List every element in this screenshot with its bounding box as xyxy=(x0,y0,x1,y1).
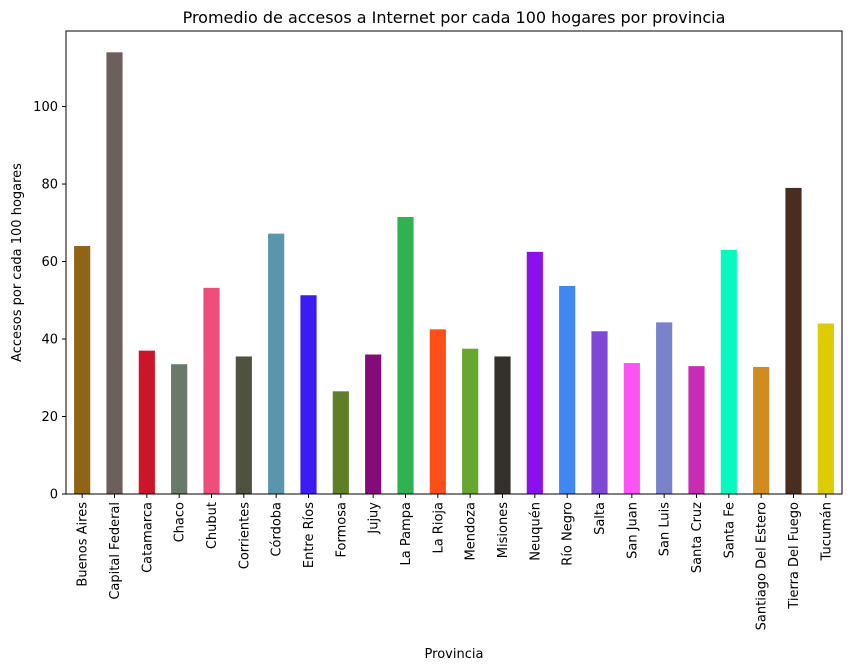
bar-salta xyxy=(591,331,608,494)
x-tick-label: Santiago Del Estero xyxy=(755,502,770,630)
x-tick-label: Entre Ríos xyxy=(302,502,317,568)
y-axis-title: Accesos por cada 100 hogares xyxy=(10,163,25,362)
bar-catamarca xyxy=(138,350,155,494)
bar-corrientes xyxy=(235,356,252,494)
x-tick-label: Santa Fe xyxy=(722,502,737,558)
chart-title: Promedio de accesos a Internet por cada … xyxy=(183,8,726,27)
bar-san-luis xyxy=(656,322,673,494)
x-tick-label: Córdoba xyxy=(270,502,285,557)
bar-santa-cruz xyxy=(688,366,705,494)
bar-mendoza xyxy=(462,348,479,494)
x-axis: Buenos Aires Capital Federal Catamarca Chac… xyxy=(76,494,834,630)
x-tick-label: Neuquén xyxy=(528,502,543,561)
x-tick-label: Tucumán xyxy=(819,502,834,561)
bar-neuquen xyxy=(526,251,543,494)
bar-tucuman xyxy=(817,323,834,494)
bar-chaco xyxy=(171,364,188,494)
y-tick-label: 100 xyxy=(33,100,58,115)
x-tick-label: Capital Federal xyxy=(108,502,123,600)
x-tick-label: Misiones xyxy=(496,502,511,558)
bar-cordoba xyxy=(268,233,285,495)
bar-santiago-del-estero xyxy=(753,366,770,494)
bar-misiones xyxy=(494,356,511,494)
bar-capital-federal xyxy=(106,52,123,494)
bar-la-rioja xyxy=(429,329,446,494)
y-tick-label: 40 xyxy=(41,333,58,348)
y-axis: 0 20 40 60 80 100 xyxy=(33,100,66,503)
bar-santa-fe xyxy=(720,249,737,494)
bars-group xyxy=(74,52,834,495)
bar-chubut xyxy=(203,287,220,494)
x-tick-label: San Juan xyxy=(625,502,640,559)
bar-san-juan xyxy=(623,363,640,494)
x-tick-label: La Rioja xyxy=(431,502,446,554)
x-tick-label: Buenos Aires xyxy=(76,502,91,587)
x-tick-label: Formosa xyxy=(334,502,349,557)
bar-rio-negro xyxy=(559,285,576,494)
x-tick-label: Río Negro xyxy=(561,502,576,566)
x-tick-label: La Pampa xyxy=(399,502,414,565)
x-tick-label: Santa Cruz xyxy=(690,502,705,573)
x-tick-label: Chaco xyxy=(173,502,188,542)
x-tick-label: Tierra Del Fuego xyxy=(787,502,802,610)
bar-entre-rios xyxy=(300,295,317,494)
y-tick-label: 20 xyxy=(41,410,58,425)
x-tick-label: Catamarca xyxy=(140,502,155,573)
y-tick-label: 80 xyxy=(41,178,58,193)
plot-frame xyxy=(65,30,843,495)
x-axis-title: Provincia xyxy=(425,647,484,662)
y-tick-label: 60 xyxy=(41,255,58,270)
bar-buenos-aires xyxy=(74,246,91,494)
bar-la-pampa xyxy=(397,216,414,494)
x-tick-label: San Luis xyxy=(658,502,673,556)
x-tick-label: Salta xyxy=(593,502,608,535)
x-tick-label: Jujuy xyxy=(367,502,382,535)
y-tick-label: 0 xyxy=(50,488,58,503)
x-tick-label: Mendoza xyxy=(464,502,479,560)
bar-tierra-del-fuego xyxy=(785,187,802,494)
bar-jujuy xyxy=(365,354,382,494)
x-tick-label: Corrientes xyxy=(237,502,252,569)
bar-formosa xyxy=(332,391,349,494)
x-tick-label: Chubut xyxy=(205,502,220,549)
